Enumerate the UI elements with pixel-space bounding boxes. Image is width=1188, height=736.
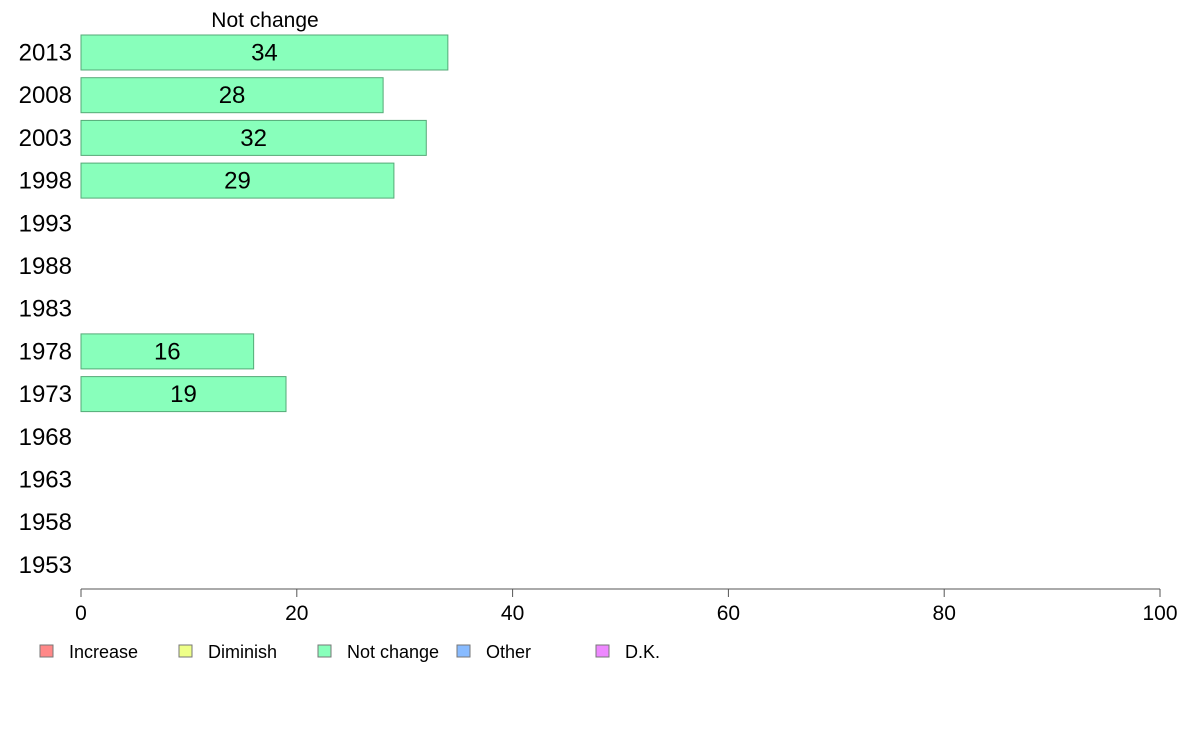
category-label: 1963 xyxy=(19,467,72,494)
category-label: 2008 xyxy=(19,82,72,109)
bar xyxy=(80,333,255,370)
bar xyxy=(80,119,427,156)
bars xyxy=(80,34,449,413)
category-label: 1993 xyxy=(19,210,72,237)
category-label: 1958 xyxy=(19,509,72,536)
legend-label: Not change xyxy=(347,642,439,662)
legend-swatch xyxy=(317,644,332,658)
category-label: 1953 xyxy=(19,552,72,579)
data-label: 28 xyxy=(219,82,246,109)
x-tick-label: 100 xyxy=(1142,602,1177,625)
x-tick-label: 60 xyxy=(717,602,740,625)
category-label: 1988 xyxy=(19,253,72,280)
x-tick-label: 20 xyxy=(285,602,308,625)
legend-label: Increase xyxy=(69,642,138,662)
category-label: 2013 xyxy=(19,40,72,67)
data-label: 19 xyxy=(170,381,197,408)
legend-label: Diminish xyxy=(208,642,277,662)
legend-swatch xyxy=(595,644,610,658)
legend-swatch xyxy=(178,644,193,658)
category-label: 1978 xyxy=(19,338,72,365)
legend: Increase Diminish Not change Other D.K. xyxy=(39,642,660,662)
bar xyxy=(80,376,287,413)
legend-label: D.K. xyxy=(625,642,660,662)
legend-label: Other xyxy=(486,642,531,662)
data-label: 34 xyxy=(251,40,278,67)
data-label: 32 xyxy=(240,125,267,152)
x-tick-label: 0 xyxy=(75,602,87,625)
category-label: 1973 xyxy=(19,381,72,408)
data-label: 16 xyxy=(154,338,181,365)
x-tick-label: 80 xyxy=(933,602,956,625)
x-axis: 0 20 40 60 80 100 xyxy=(75,588,1178,625)
chart-title: Not change xyxy=(211,9,318,32)
data-label: 29 xyxy=(224,168,251,195)
x-tick-label: 40 xyxy=(501,602,524,625)
category-label: 1983 xyxy=(19,296,72,323)
category-labels: 2013 2008 2003 1998 1993 1988 1983 1978 1973 1968… xyxy=(19,40,72,579)
legend-swatch xyxy=(39,644,54,658)
category-label: 1998 xyxy=(19,168,72,195)
bar xyxy=(80,77,384,114)
category-label: 1968 xyxy=(19,424,72,451)
bar xyxy=(80,34,449,71)
bar xyxy=(80,162,395,199)
legend-swatch xyxy=(456,644,471,658)
category-label: 2003 xyxy=(19,125,72,152)
